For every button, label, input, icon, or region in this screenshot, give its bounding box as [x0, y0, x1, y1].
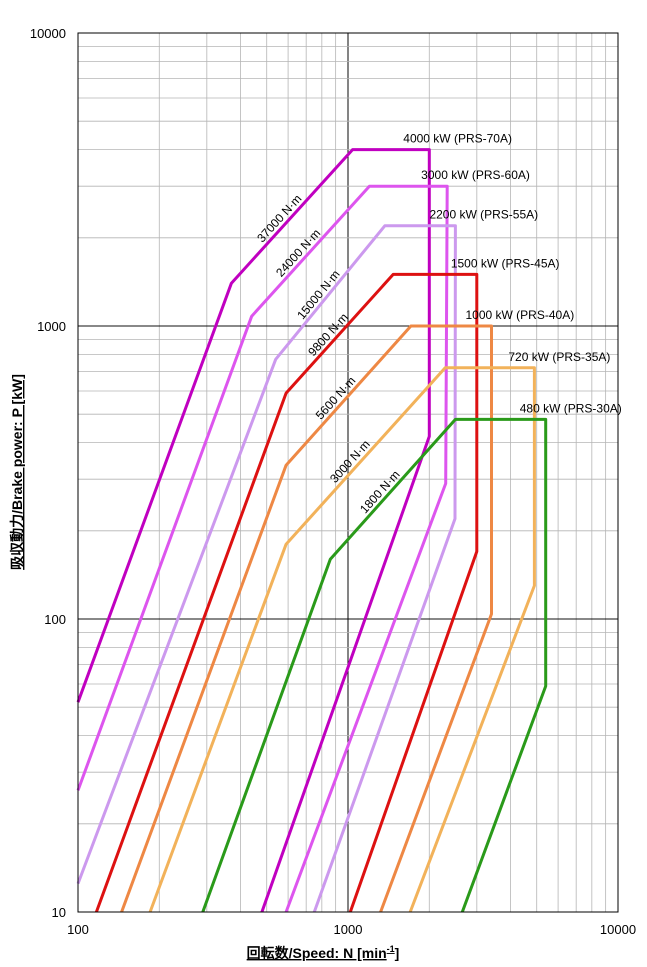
- series-name-label: 4000 kW (PRS-70A): [403, 132, 512, 146]
- series-name-label: 1500 kW (PRS-45A): [451, 256, 560, 270]
- x-tick-label: 10000: [600, 922, 636, 937]
- plot-frame: [77, 32, 619, 913]
- series-name-label: 1000 kW (PRS-40A): [465, 308, 574, 322]
- y-axis-title: 吸収動力/Brake power: P [kW]: [9, 374, 25, 570]
- series-name-label: 720 kW (PRS-35A): [508, 350, 610, 364]
- series-line: [76, 224, 457, 913]
- series-line: [76, 148, 431, 913]
- torque-label: 3000 N·m: [327, 437, 373, 486]
- torque-label: 24000 N·m: [273, 226, 323, 279]
- series-line: [148, 366, 536, 913]
- x-tick-label: 1000: [334, 922, 363, 937]
- series-labels: 4000 kW (PRS-70A) 37000 N·m 3000 kW (PRS-6…: [254, 132, 622, 517]
- series-line: [76, 184, 449, 913]
- y-tick-label: 1000: [37, 319, 66, 334]
- x-axis-title-end: ]: [395, 945, 400, 961]
- series-name-label: 480 kW (PRS-30A): [520, 401, 622, 415]
- y-tick-label: 10: [52, 905, 66, 920]
- x-axis-title: 回転数/Speed: N [min-1]: [247, 944, 400, 961]
- x-axis-title-main: 回転数/Speed: N [min: [247, 945, 387, 961]
- torque-label: 9800 N·m: [305, 310, 351, 359]
- series-name-label: 2200 kW (PRS-55A): [429, 208, 538, 222]
- torque-label: 37000 N·m: [254, 192, 304, 245]
- series-layer: [76, 148, 548, 913]
- series-line: [201, 417, 548, 913]
- y-tick-label: 10000: [30, 26, 66, 41]
- torque-label: 1800 N·m: [357, 468, 403, 517]
- series-name-label: 3000 kW (PRS-60A): [421, 168, 530, 182]
- y-tick-label: 100: [44, 612, 66, 627]
- x-axis-title-superscript: -1: [387, 944, 395, 954]
- series-line: [94, 272, 479, 913]
- x-tick-label: 100: [67, 922, 89, 937]
- series-line: [120, 324, 493, 913]
